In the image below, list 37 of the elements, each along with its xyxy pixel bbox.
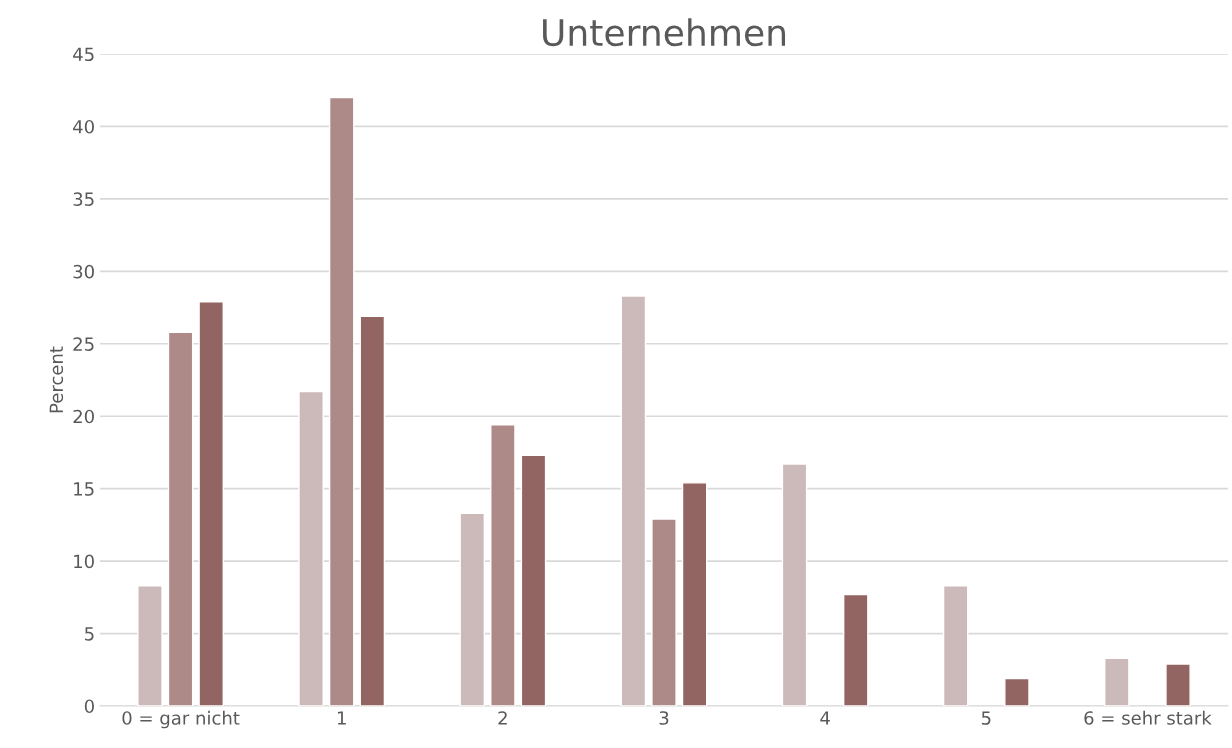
bar [781,463,808,706]
bar [1165,663,1191,706]
bar [298,390,324,706]
bar [681,482,708,706]
y-tick-label: 35 [73,192,94,207]
y-tick-label: 15 [74,482,94,496]
bar [620,295,647,706]
x-tick-label: 1 [337,711,346,725]
y-tick-label: 10 [74,554,94,569]
y-tick-label: 20 [73,409,94,424]
y-tick-label: 45 [73,47,94,62]
bar [651,518,677,706]
x-tick-label: 0 = gar nicht [122,710,240,729]
bar [1004,677,1030,706]
bar [490,424,516,706]
bar [167,331,194,706]
y-tick-label: 30 [73,264,94,279]
x-tick-label: 2 [498,711,507,725]
x-tick-label: 5 [981,711,991,725]
bar [359,315,386,706]
y-tick-label: 0 [84,699,94,714]
bar [842,593,869,706]
bar [942,585,969,706]
y-tick-label: 25 [73,337,94,351]
bar [328,96,355,706]
x-tick-label: 3 [659,711,669,725]
bar [520,454,547,706]
bar [1104,657,1130,706]
bar [198,301,224,706]
bar [459,512,486,706]
y-axis-title: Percent [49,346,64,413]
y-tick-label: 40 [73,119,94,134]
x-tick-label: 6 = sehr stark [1084,710,1212,725]
bar [137,585,163,706]
chart-title: Unternehmen [543,18,786,47]
y-tick-label: 5 [85,627,94,641]
x-tick-label: 4 [820,711,830,725]
